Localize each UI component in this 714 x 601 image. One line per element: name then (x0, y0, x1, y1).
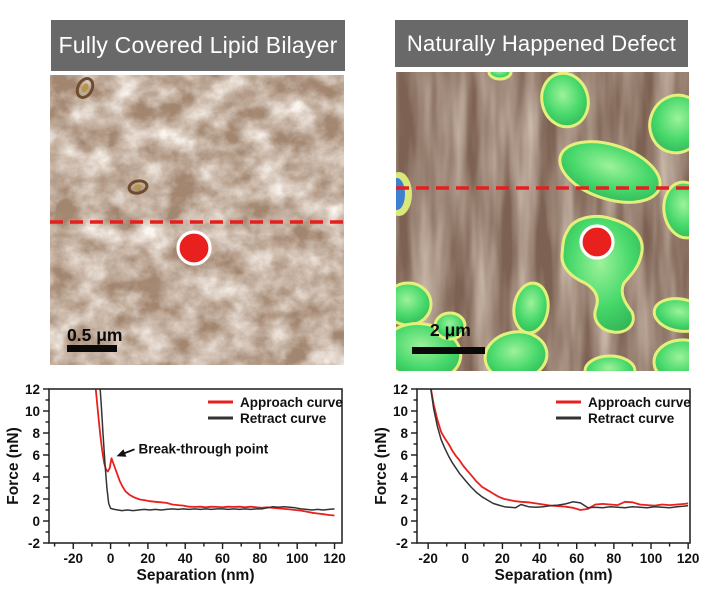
svg-text:4: 4 (32, 470, 40, 485)
panel-title-bilayer: Fully Covered Lipid Bilayer (51, 20, 345, 71)
afm-image-defect: 2 μm (396, 72, 689, 371)
svg-text:120: 120 (677, 551, 700, 566)
svg-text:80: 80 (252, 551, 267, 566)
svg-text:100: 100 (286, 551, 309, 566)
approach-curve (94, 389, 335, 517)
legend-label-approach: Approach curve (588, 395, 691, 410)
approach-curve (430, 389, 689, 511)
svg-text:-20: -20 (418, 551, 438, 566)
svg-text:4: 4 (400, 470, 408, 485)
legend-label-retract: Retract curve (588, 411, 675, 426)
retract-curve (430, 389, 689, 509)
afm-image-bilayer: 0.5 μm (50, 75, 344, 365)
axis-ticks (43, 388, 336, 549)
svg-text:100: 100 (640, 551, 663, 566)
bilayer-small-defect-spots (75, 77, 149, 195)
retract-curve (99, 389, 335, 512)
svg-text:12: 12 (25, 382, 40, 397)
scale-bar-label: 2 μm (430, 320, 471, 340)
svg-text:-2: -2 (396, 536, 408, 551)
bilayer-texture-dark (50, 75, 344, 365)
svg-text:120: 120 (323, 551, 346, 566)
x-axis-title: Separation (nm) (495, 567, 613, 584)
axis-ticks (411, 388, 689, 549)
svg-text:20: 20 (495, 551, 510, 566)
svg-text:6: 6 (32, 448, 40, 463)
svg-text:60: 60 (215, 551, 230, 566)
svg-text:10: 10 (393, 404, 408, 419)
scale-bar-label: 0.5 μm (67, 325, 122, 345)
svg-text:12: 12 (393, 382, 408, 397)
scale-bar: 0.5 μm (67, 325, 122, 352)
scale-bar-line (67, 345, 117, 352)
svg-text:60: 60 (569, 551, 584, 566)
force-chart-defect: -20 0 20 40 60 80 100 120-2024681012Separation … (373, 382, 699, 584)
svg-text:-2: -2 (28, 536, 40, 551)
probe-point-marker (176, 230, 212, 266)
svg-text:-20: -20 (64, 551, 84, 566)
svg-text:2: 2 (32, 492, 40, 507)
svg-text:6: 6 (400, 448, 408, 463)
legend-label-approach: Approach curve (240, 395, 343, 410)
svg-text:0: 0 (32, 514, 40, 529)
lipid-patches (396, 72, 689, 371)
svg-text:8: 8 (400, 426, 408, 441)
svg-text:20: 20 (140, 551, 155, 566)
svg-text:0: 0 (107, 551, 115, 566)
svg-text:80: 80 (606, 551, 621, 566)
deep-defect-spot (396, 172, 412, 216)
svg-text:40: 40 (178, 551, 193, 566)
annotation-text: Break-through point (139, 441, 269, 456)
x-axis-title: Separation (nm) (137, 567, 255, 584)
svg-text:0: 0 (462, 551, 470, 566)
arrowhead-icon (116, 449, 127, 457)
chart-series (430, 389, 689, 511)
svg-text:10: 10 (25, 404, 40, 419)
y-axis-title: Force (nN) (373, 427, 390, 505)
panel-title-defect: Naturally Happened Defect (395, 20, 688, 67)
chart-series (94, 389, 335, 517)
legend-label-retract: Retract curve (240, 411, 327, 426)
scale-bar: 2 μm (412, 320, 485, 354)
svg-text:2: 2 (400, 492, 408, 507)
force-chart-bilayer: -20 0 20 40 60 80 100 120-2024681012Separation … (5, 382, 346, 584)
y-axis-title: Force (nN) (5, 427, 22, 505)
svg-text:40: 40 (532, 551, 547, 566)
svg-text:0: 0 (400, 514, 408, 529)
svg-text:8: 8 (32, 426, 40, 441)
breakthrough-annotation: Break-through point (116, 441, 269, 457)
scale-bar-line (412, 347, 485, 354)
probe-point-marker (579, 224, 615, 260)
